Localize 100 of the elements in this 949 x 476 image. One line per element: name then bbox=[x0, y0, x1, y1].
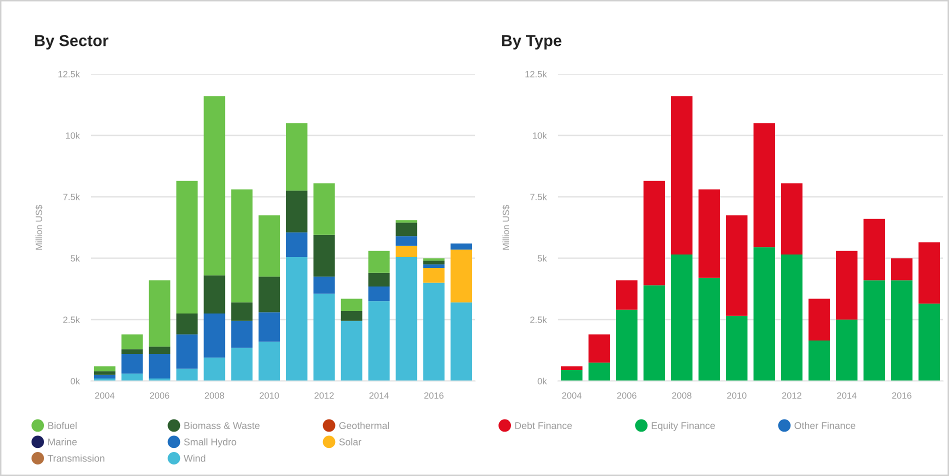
y-tick-label: 0k bbox=[538, 378, 547, 384]
x-tick-label: 2008 bbox=[204, 392, 224, 399]
bar bbox=[423, 264, 445, 268]
bar bbox=[671, 96, 692, 255]
bar bbox=[836, 250, 858, 320]
bar bbox=[561, 370, 582, 381]
bar bbox=[258, 342, 280, 381]
bar bbox=[396, 222, 418, 236]
x-tick-label: 2014 bbox=[837, 392, 857, 399]
bar bbox=[340, 320, 362, 381]
legend-label: Equity Finance bbox=[652, 422, 715, 431]
bar bbox=[423, 260, 445, 264]
bar bbox=[286, 190, 308, 232]
x-tick-label: 2004 bbox=[95, 392, 114, 399]
y-tick-label: 12.5k bbox=[525, 70, 547, 78]
bar bbox=[94, 366, 116, 372]
bar bbox=[918, 304, 940, 381]
bar bbox=[808, 298, 830, 340]
y-axis-title: Million US$ bbox=[502, 204, 510, 250]
bar bbox=[588, 334, 610, 363]
x-tick-label: 2010 bbox=[260, 392, 279, 399]
bar bbox=[286, 123, 308, 191]
bar bbox=[726, 316, 748, 381]
bar bbox=[176, 180, 198, 314]
bar bbox=[918, 242, 940, 304]
bar bbox=[121, 349, 143, 354]
bar bbox=[423, 282, 445, 381]
bar bbox=[450, 243, 472, 250]
legend-label: Wind bbox=[184, 454, 206, 462]
bar bbox=[396, 236, 418, 246]
bar bbox=[891, 258, 912, 280]
y-tick-label: 2.5k bbox=[530, 316, 547, 323]
bar bbox=[781, 254, 802, 381]
bar bbox=[396, 256, 418, 381]
x-tick-label: 2014 bbox=[369, 392, 389, 399]
bar bbox=[286, 256, 308, 381]
bar bbox=[176, 334, 198, 369]
x-tick-label: 2012 bbox=[782, 392, 802, 399]
x-tick-label: 2006 bbox=[617, 392, 636, 399]
bar bbox=[671, 254, 692, 381]
bar bbox=[176, 368, 198, 381]
bar bbox=[258, 215, 280, 277]
bar bbox=[286, 232, 308, 257]
y-tick-label: 2.5k bbox=[63, 316, 80, 323]
bar bbox=[121, 334, 143, 350]
y-tick-label: 7.5k bbox=[63, 194, 80, 200]
bar bbox=[644, 285, 665, 381]
bar bbox=[450, 250, 472, 302]
bar bbox=[94, 371, 116, 375]
y-tick-label: 10k bbox=[533, 132, 547, 139]
bar bbox=[340, 298, 362, 312]
x-tick-label: 2012 bbox=[314, 392, 334, 399]
bar bbox=[258, 312, 280, 342]
legend-label: Other Finance bbox=[794, 422, 856, 430]
bar bbox=[204, 96, 226, 276]
legend-label: Small Hydro bbox=[184, 438, 236, 448]
x-tick-label: 2008 bbox=[672, 392, 692, 399]
bar bbox=[396, 220, 418, 223]
chart-title: By Type bbox=[502, 35, 562, 50]
x-tick-label: 2016 bbox=[892, 392, 912, 399]
bar bbox=[313, 276, 335, 294]
bar bbox=[368, 272, 390, 286]
bar bbox=[313, 234, 335, 277]
bar bbox=[588, 362, 610, 381]
bar bbox=[368, 286, 390, 302]
bar bbox=[423, 258, 445, 261]
bar bbox=[864, 280, 885, 381]
bar bbox=[368, 301, 390, 381]
y-axis-title: Million US$ bbox=[35, 204, 43, 250]
legend-label: Transmission bbox=[48, 454, 104, 462]
bar bbox=[698, 278, 720, 381]
y-tick-label: 5k bbox=[538, 254, 547, 262]
x-tick-label: 2010 bbox=[727, 392, 746, 399]
bar bbox=[726, 215, 748, 316]
bar bbox=[204, 358, 226, 381]
bar bbox=[754, 123, 775, 248]
bar bbox=[313, 294, 335, 381]
y-tick-label: 10k bbox=[66, 132, 80, 139]
bar bbox=[616, 280, 638, 310]
bar bbox=[450, 302, 472, 381]
legend-label: Geothermal bbox=[339, 422, 389, 430]
bar bbox=[313, 183, 335, 235]
bar bbox=[148, 280, 170, 347]
chart-title: By Sector bbox=[35, 34, 108, 50]
bar bbox=[258, 276, 280, 312]
x-tick-label: 2004 bbox=[562, 392, 582, 399]
legend-label: Debt Finance bbox=[515, 422, 572, 430]
x-tick-label: 2016 bbox=[424, 392, 444, 399]
bar bbox=[864, 218, 885, 280]
bar bbox=[368, 250, 390, 273]
y-tick-label: 12.5k bbox=[58, 70, 80, 78]
bar bbox=[148, 346, 170, 354]
bar bbox=[561, 366, 582, 370]
bar bbox=[148, 354, 170, 379]
bar bbox=[698, 189, 720, 278]
y-tick-label: 0k bbox=[70, 378, 80, 384]
bar bbox=[754, 247, 775, 381]
bar bbox=[94, 374, 116, 379]
y-tick-label: 7.5k bbox=[530, 194, 547, 200]
bar bbox=[204, 313, 226, 358]
